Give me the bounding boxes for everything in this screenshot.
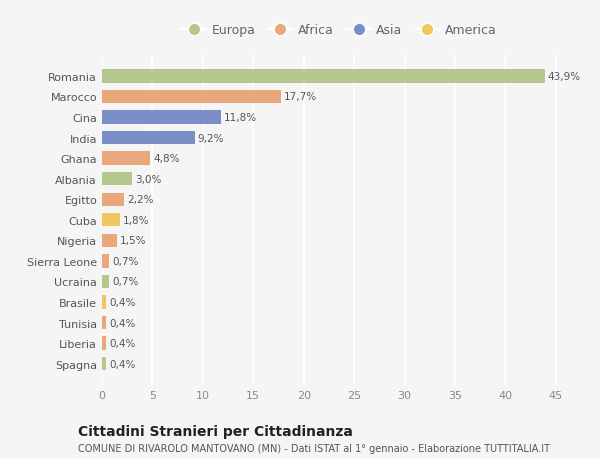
Text: COMUNE DI RIVAROLO MANTOVANO (MN) - Dati ISTAT al 1° gennaio - Elaborazione TUTT: COMUNE DI RIVAROLO MANTOVANO (MN) - Dati… (78, 443, 550, 453)
Text: 9,2%: 9,2% (198, 133, 224, 143)
Text: 0,4%: 0,4% (109, 338, 136, 348)
Text: 0,7%: 0,7% (112, 277, 139, 287)
Text: 3,0%: 3,0% (135, 174, 161, 185)
Text: 11,8%: 11,8% (224, 113, 257, 123)
Bar (102, 193, 124, 207)
Bar (102, 255, 109, 268)
Text: 1,5%: 1,5% (120, 236, 146, 246)
Bar (102, 173, 132, 186)
Bar (102, 316, 106, 330)
Legend: Europa, Africa, Asia, America: Europa, Africa, Asia, America (179, 22, 499, 39)
Text: 0,4%: 0,4% (109, 297, 136, 308)
Bar (102, 132, 195, 145)
Text: 0,4%: 0,4% (109, 318, 136, 328)
Text: 1,8%: 1,8% (123, 215, 149, 225)
Text: 0,7%: 0,7% (112, 256, 139, 266)
Bar (102, 337, 106, 350)
Text: 0,4%: 0,4% (109, 359, 136, 369)
Bar (102, 111, 221, 124)
Bar (102, 70, 545, 84)
Text: 4,8%: 4,8% (154, 154, 180, 164)
Text: 2,2%: 2,2% (127, 195, 154, 205)
Bar (102, 275, 109, 289)
Bar (102, 213, 120, 227)
Text: Cittadini Stranieri per Cittadinanza: Cittadini Stranieri per Cittadinanza (78, 425, 353, 438)
Bar (102, 152, 151, 165)
Bar (102, 357, 106, 370)
Bar (102, 296, 106, 309)
Text: 17,7%: 17,7% (284, 92, 317, 102)
Text: 43,9%: 43,9% (548, 72, 581, 82)
Bar (102, 234, 117, 247)
Bar (102, 90, 281, 104)
